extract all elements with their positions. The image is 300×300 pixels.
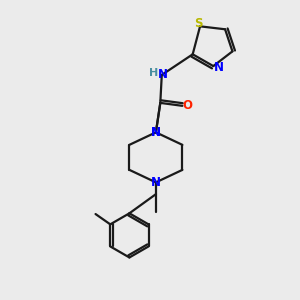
Text: N: N bbox=[151, 126, 161, 139]
Text: N: N bbox=[214, 61, 224, 74]
Text: N: N bbox=[151, 176, 161, 189]
Text: H: H bbox=[149, 68, 158, 78]
Text: O: O bbox=[183, 99, 193, 112]
Text: S: S bbox=[194, 17, 203, 30]
Text: N: N bbox=[151, 126, 161, 139]
Text: N: N bbox=[158, 68, 168, 81]
